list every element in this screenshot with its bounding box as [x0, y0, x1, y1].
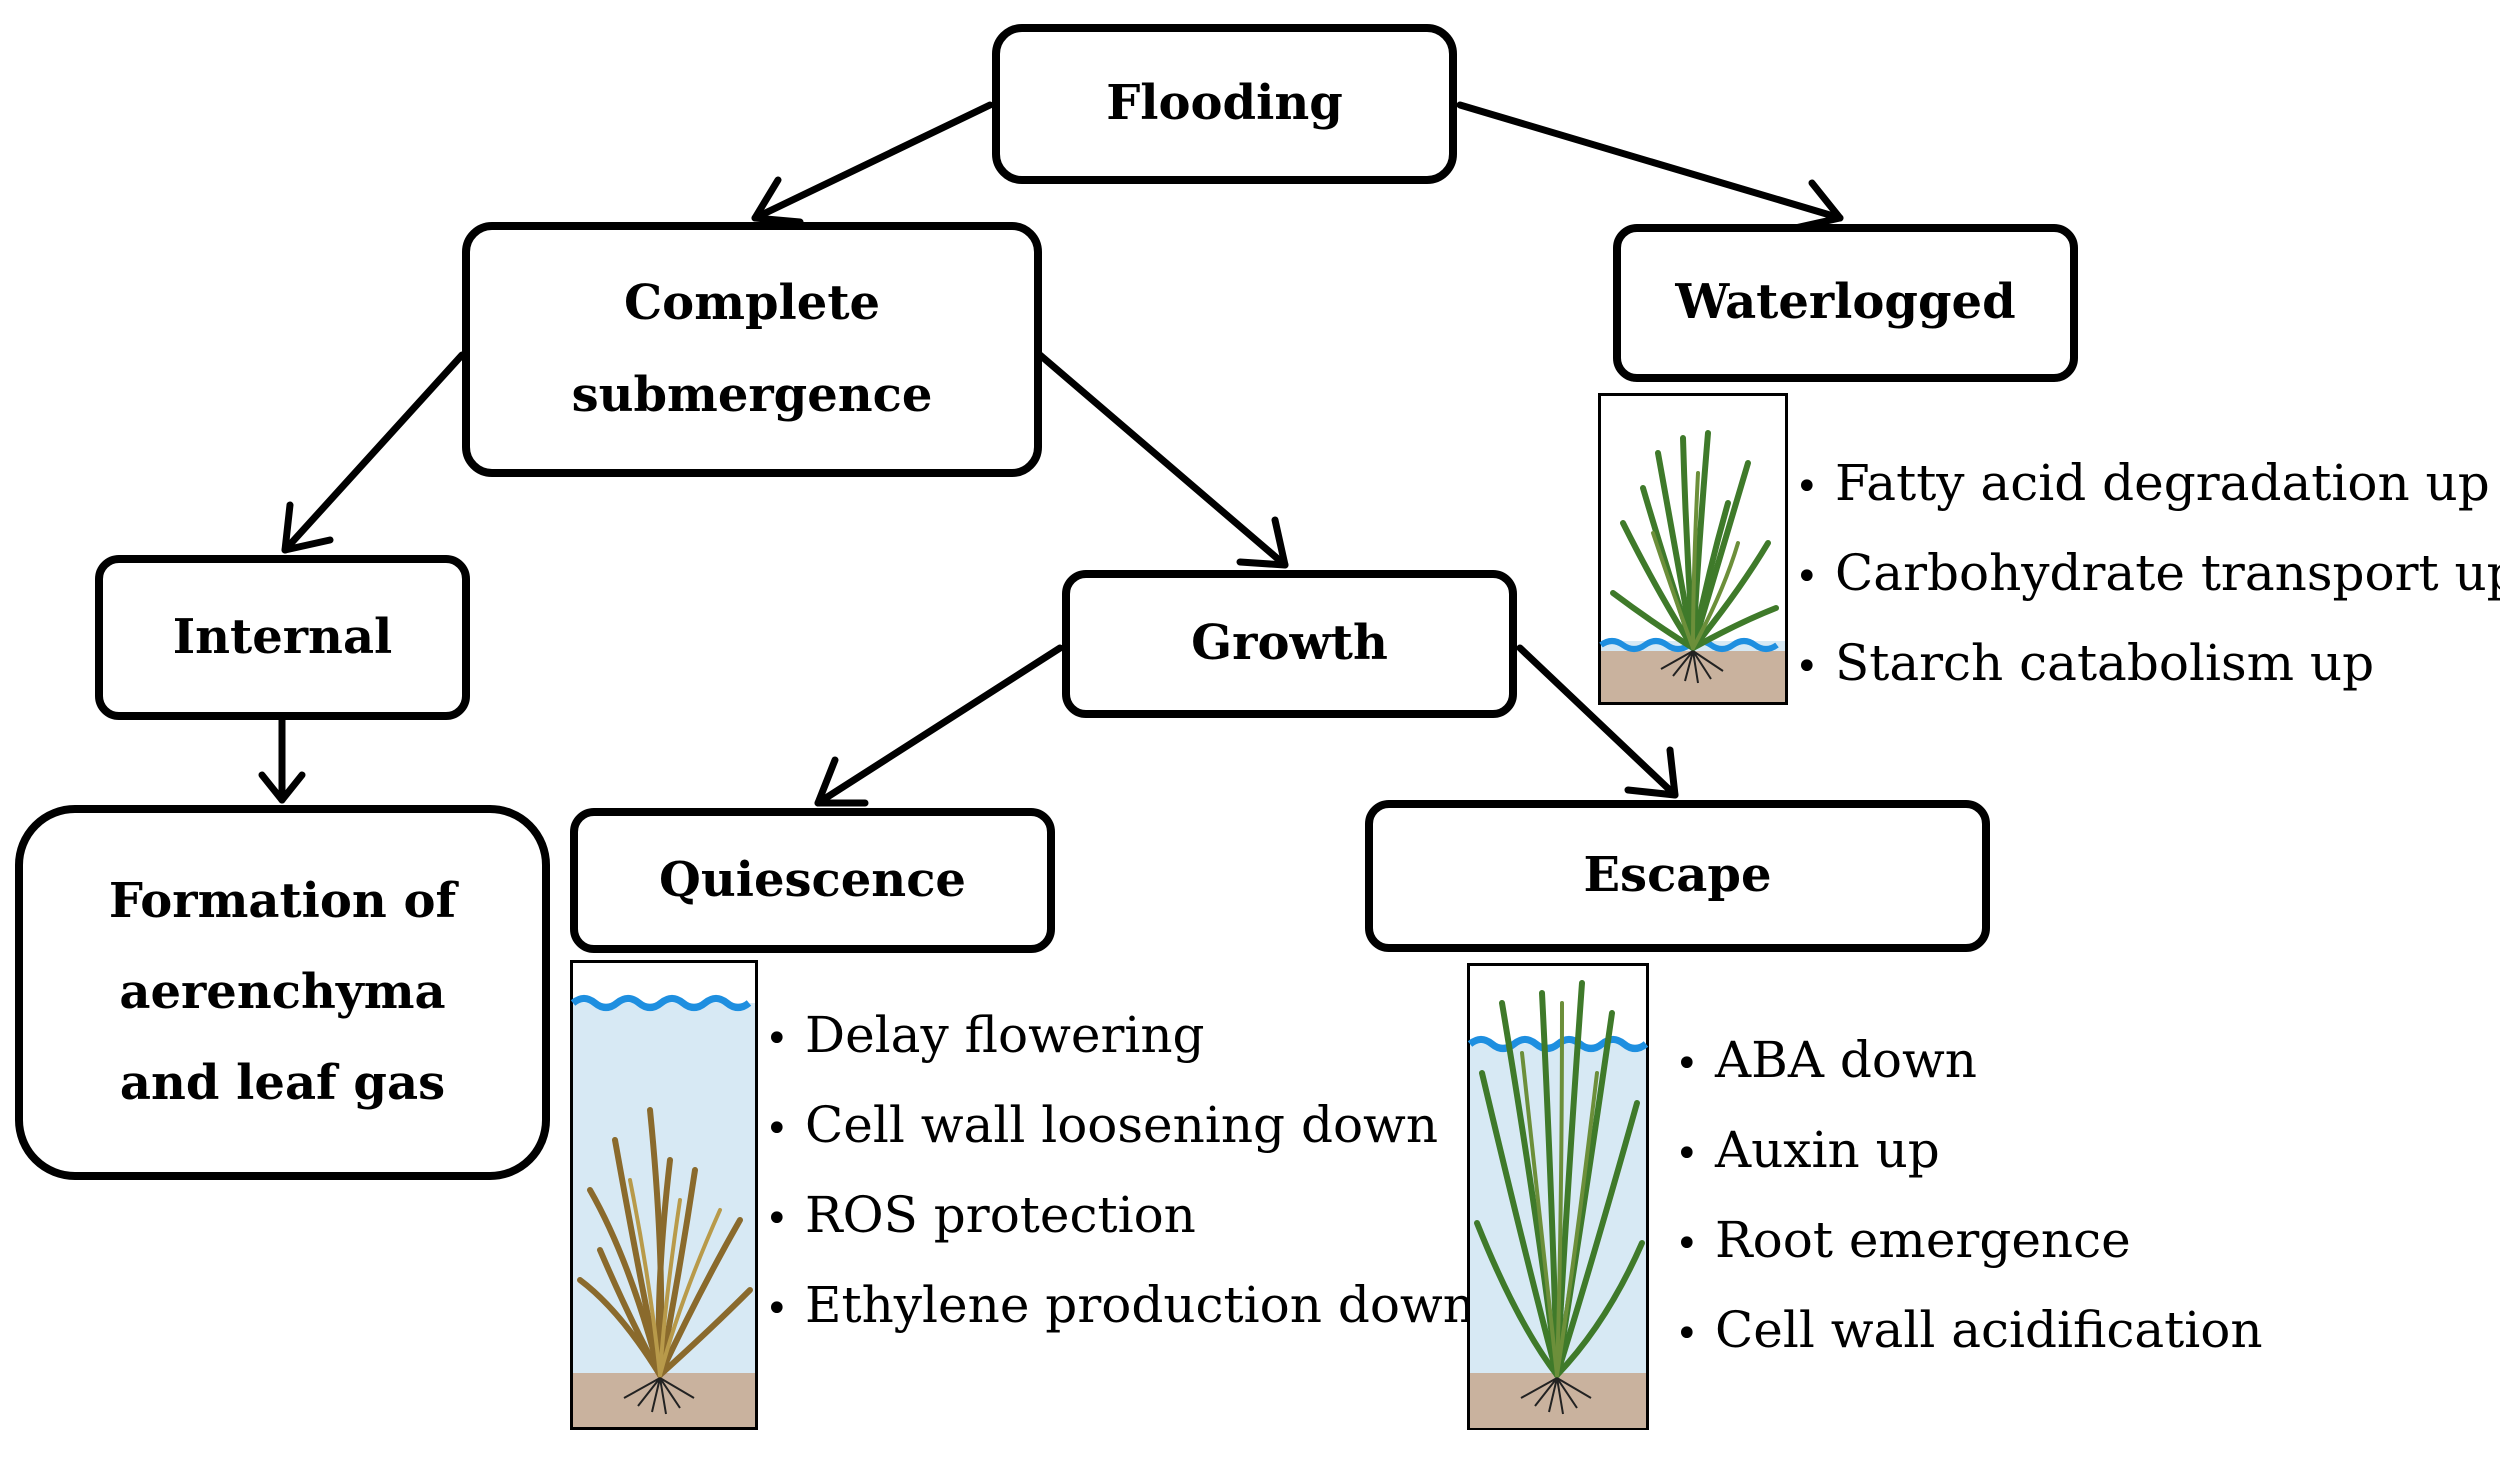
arrow-submergence-to-growth — [1040, 355, 1285, 565]
list-item: Delay flowering — [765, 990, 1475, 1080]
list-item: Fatty acid degradation up — [1795, 438, 2500, 528]
node-internal: Internal — [95, 555, 470, 720]
node-growth-label: Growth — [1191, 598, 1388, 689]
node-complete-submergence-label: Complete submergence — [572, 258, 933, 440]
node-waterlogged-label: Waterlogged — [1675, 257, 2015, 348]
arrow-submergence-to-internal — [285, 355, 462, 550]
node-escape: Escape — [1365, 800, 1990, 952]
node-quiescence: Quiescence — [570, 808, 1055, 953]
node-internal-label: Internal — [173, 592, 393, 683]
list-item: Cell wall loosening down — [765, 1080, 1475, 1170]
node-flooding: Flooding — [992, 24, 1457, 184]
list-item: ABA down — [1675, 1015, 2263, 1105]
node-waterlogged: Waterlogged — [1613, 224, 2078, 382]
list-item: Carbohydrate transport up — [1795, 528, 2500, 618]
escape-response-list: ABA down Auxin up Root emergence Cell wa… — [1675, 1015, 2263, 1375]
quiescence-plant-illustration — [570, 960, 758, 1430]
arrow-flooding-to-submergence — [755, 105, 990, 218]
node-quiescence-label: Quiescence — [659, 835, 966, 926]
node-complete-submergence: Complete submergence — [462, 222, 1042, 477]
node-escape-label: Escape — [1583, 830, 1771, 921]
list-item: ROS protection — [765, 1170, 1475, 1260]
node-formation-label: Formation of aerenchyma and leaf gas — [109, 856, 456, 1130]
list-item: Ethylene production down — [765, 1260, 1475, 1350]
list-item: Starch catabolism up — [1795, 618, 2500, 708]
arrow-growth-to-quiescence — [818, 648, 1060, 803]
quiescence-response-list: Delay flowering Cell wall loosening down… — [765, 990, 1475, 1350]
node-formation: Formation of aerenchyma and leaf gas — [15, 805, 550, 1180]
list-item: Cell wall acidification — [1675, 1285, 2263, 1375]
waterlogged-response-list: Fatty acid degradation up Carbohydrate t… — [1795, 438, 2500, 708]
escape-plant-illustration — [1467, 963, 1649, 1430]
waterlogged-plant-illustration — [1598, 393, 1788, 705]
list-item: Root emergence — [1675, 1195, 2263, 1285]
arrow-flooding-to-waterlogged — [1460, 105, 1840, 218]
node-flooding-label: Flooding — [1106, 58, 1343, 149]
node-growth: Growth — [1062, 570, 1517, 718]
list-item: Auxin up — [1675, 1105, 2263, 1195]
